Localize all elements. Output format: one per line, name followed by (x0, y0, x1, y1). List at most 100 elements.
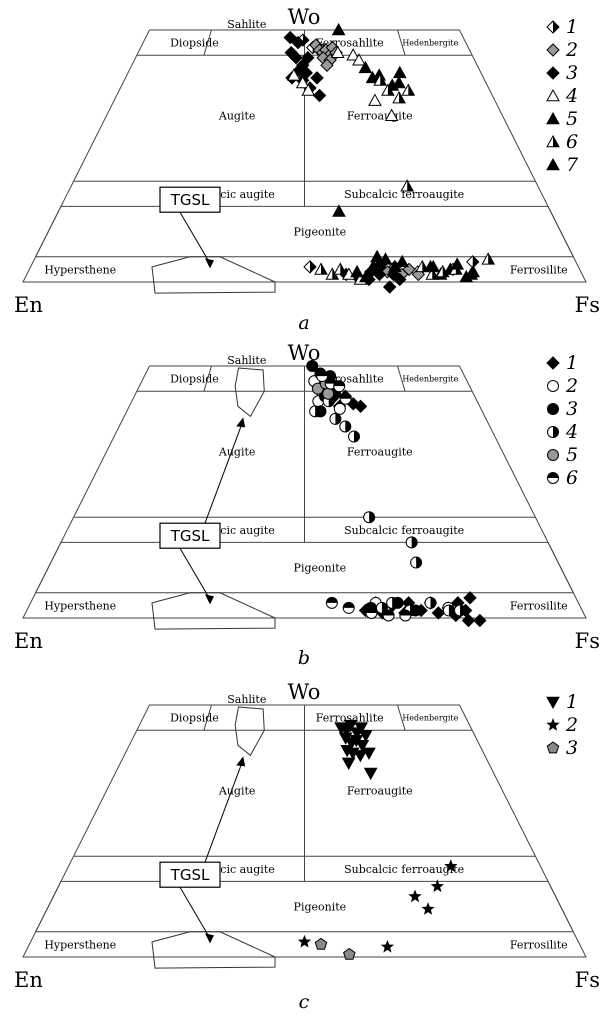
marker-shape (444, 859, 458, 872)
marker-fill (411, 536, 418, 548)
legend-marker (546, 696, 560, 710)
data-point (297, 934, 312, 948)
legend-marker (546, 88, 560, 102)
panel-c: Wo En Fs Diopside Sahlite Ferrosahlite Hedenbe… (14, 680, 600, 1013)
field-label-hedenbergite: Hedenbergite (402, 714, 458, 723)
marker-shape (464, 267, 478, 280)
legend-label: 2 (565, 375, 578, 397)
marker-fill (488, 253, 495, 265)
marker-shape (546, 157, 560, 171)
marker-shape (341, 757, 356, 770)
data-point (309, 405, 322, 418)
vertex-label-fs: Fs (575, 629, 600, 653)
marker-shape (289, 51, 303, 65)
data-point (430, 879, 444, 893)
data-point (363, 767, 378, 781)
tgsl-label: TGSL (170, 191, 210, 209)
data-point (400, 179, 415, 192)
field-label-hedenbergite: Hedenbergite (402, 39, 458, 48)
marker-shape (314, 937, 328, 950)
series-1 (296, 33, 480, 279)
data-point (325, 596, 338, 609)
legend-marker (546, 356, 560, 370)
data-point (314, 262, 328, 275)
marker-fill (325, 378, 337, 384)
data-point (291, 35, 305, 50)
marker-shape (547, 403, 559, 415)
data-point (392, 65, 407, 79)
legend-marker (546, 741, 560, 754)
marker-shape (546, 88, 560, 102)
data-point (373, 73, 388, 86)
marker-shape (546, 718, 560, 731)
marker-fill (422, 260, 429, 272)
marker-shape (330, 45, 345, 58)
marker-shape (358, 60, 373, 74)
data-point (331, 22, 346, 36)
marker-shape (546, 696, 560, 710)
marker-fill (354, 431, 360, 443)
marker-shape (332, 204, 346, 217)
marker-shape (301, 51, 315, 65)
data-point (358, 60, 373, 74)
data-point (329, 412, 342, 425)
data-point (431, 606, 446, 620)
marker-fill (553, 21, 559, 33)
marker-shape (291, 35, 305, 50)
marker-shape (358, 729, 373, 743)
data-point (339, 420, 352, 433)
data-point (303, 260, 317, 274)
data-point (463, 591, 477, 605)
tgsl-arrowhead-high (236, 417, 246, 428)
series-6 (314, 73, 496, 280)
field-label-pigeonite: Pigeonite (294, 901, 347, 914)
legend-label: 2 (565, 714, 578, 736)
marker-fill (369, 511, 375, 523)
field-label-hypersthene: Hypersthene (44, 938, 116, 951)
marker-fill (321, 263, 328, 275)
data-point (353, 399, 368, 414)
field-label-ferroaugite: Ferroaugite (347, 446, 413, 459)
marker-shape (343, 947, 356, 960)
field-boundary-pigeonite-right (547, 206, 574, 258)
field-label-subcalcic-ferroaugite: Subcalcic ferroaugite (344, 524, 464, 537)
vertex-label-en: En (14, 629, 43, 653)
legend-label: 4 (565, 85, 578, 107)
legend-marker (546, 134, 560, 148)
marker-fill (345, 420, 351, 432)
field-label-ferrosahlite: Ferrosahlite (316, 712, 384, 725)
field-boundary-ferrosahlite-hedenbergite (397, 704, 406, 731)
data-point (370, 249, 384, 263)
marker-shape (322, 387, 335, 400)
field-boundary-pigeonite-left (35, 881, 62, 933)
marker-shape (378, 252, 393, 265)
marker-shape (395, 254, 410, 268)
legend-marker (547, 380, 559, 392)
marker-fill (340, 263, 347, 275)
data-point (401, 83, 416, 96)
field-label-augite: Augite (218, 110, 256, 123)
data-point (363, 511, 376, 524)
marker-fill (399, 92, 406, 103)
legend-label: 1 (566, 691, 578, 713)
series-2 (297, 859, 458, 953)
series-2 (309, 38, 426, 282)
field-label-subcalcic-ferroaugite: Subcalcic ferroaugite (344, 188, 464, 201)
data-point (368, 93, 382, 106)
marker-fill (553, 426, 559, 438)
data-point (320, 58, 334, 72)
field-label-diopside: Diopside (170, 37, 219, 50)
field-boundary-pigeonite-right (547, 542, 574, 594)
marker-shape (306, 360, 319, 372)
marker-shape (430, 879, 444, 893)
field-label-hypersthene: Hypersthene (44, 263, 116, 276)
data-point (310, 71, 324, 85)
field-boundary-pigeonite-right (547, 881, 574, 933)
data-point (352, 53, 366, 66)
marker-fill (547, 472, 559, 478)
panel-label: b (298, 647, 310, 669)
tgsl-low-ca-field (151, 592, 276, 630)
legend-label: 7 (566, 154, 579, 176)
marker-shape (366, 259, 380, 273)
data-point (408, 889, 422, 903)
